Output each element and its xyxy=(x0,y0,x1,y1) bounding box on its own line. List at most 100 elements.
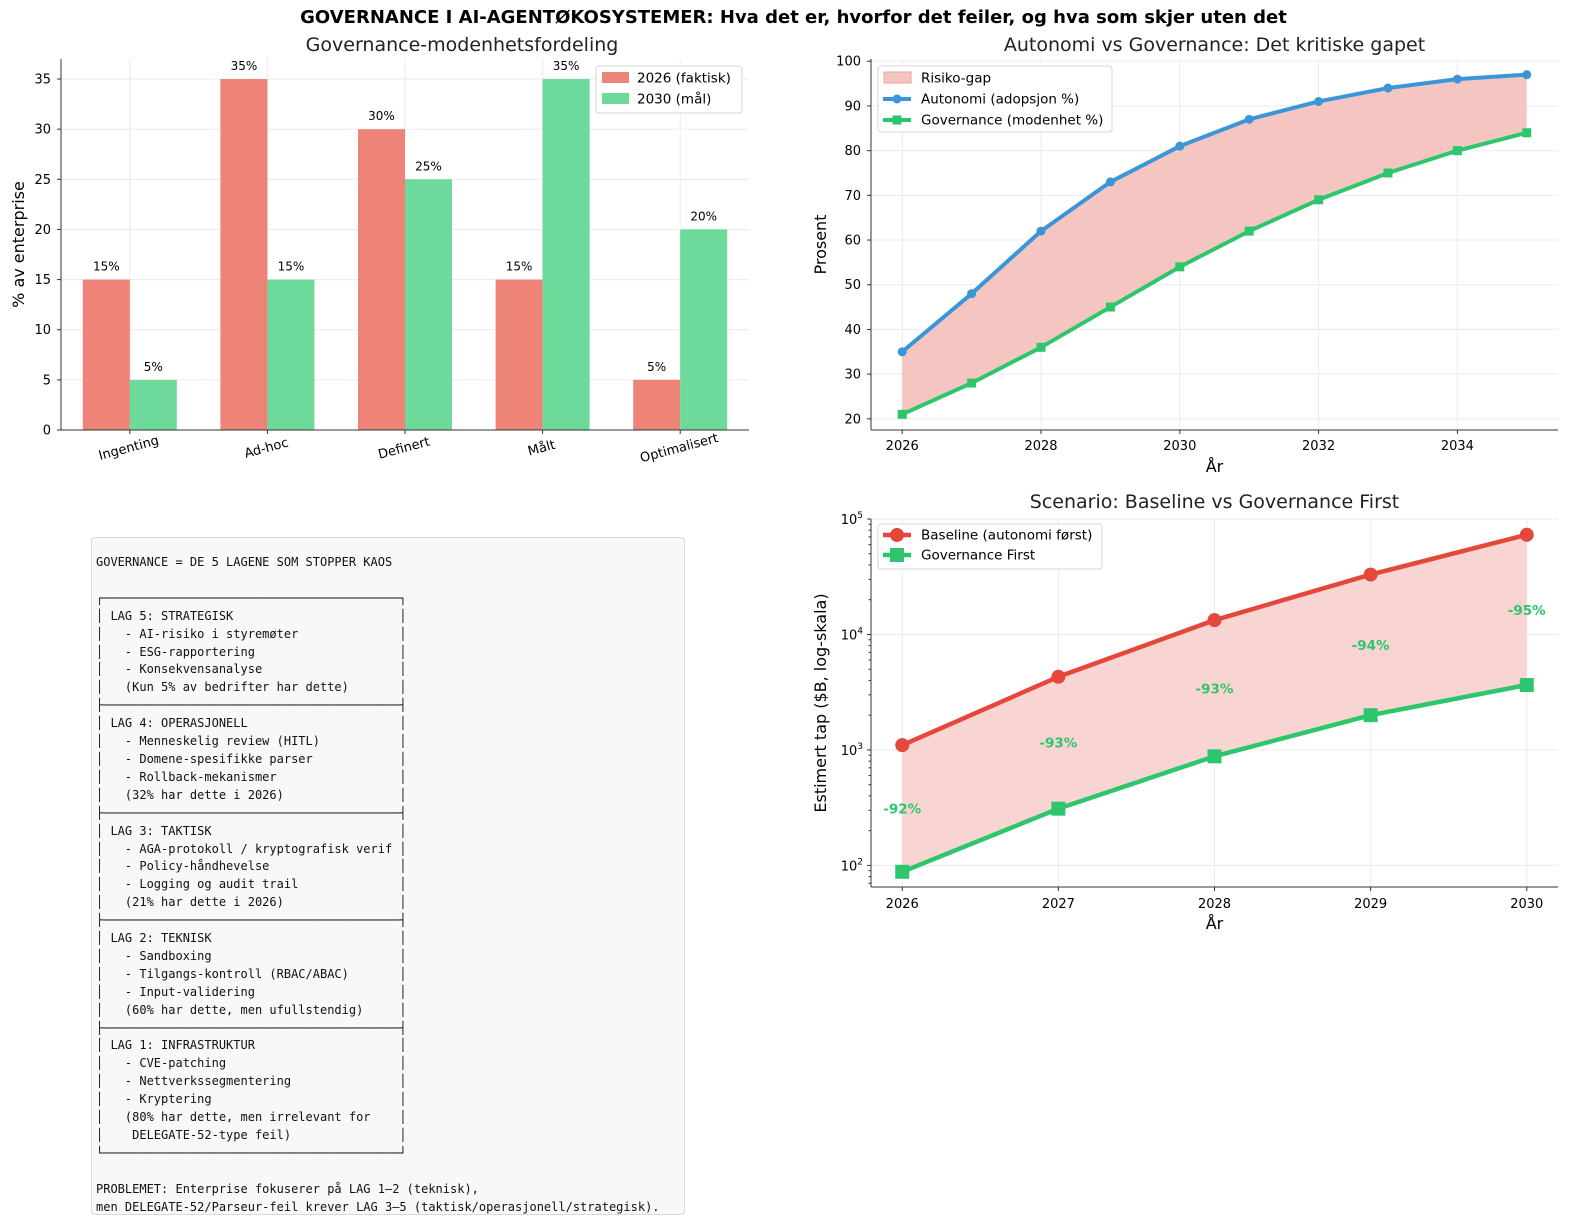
data-point xyxy=(1363,708,1378,723)
x-tick-label: 2029 xyxy=(1354,897,1387,912)
data-point xyxy=(1207,613,1222,628)
data-point xyxy=(967,289,977,299)
legend-marker xyxy=(892,94,902,104)
y-tick-label: 30 xyxy=(34,123,51,138)
legend-swatch xyxy=(883,71,912,84)
data-point xyxy=(1452,74,1462,84)
data-point xyxy=(1314,96,1324,106)
data-point xyxy=(1175,141,1185,151)
series-line xyxy=(900,72,1527,354)
series-line xyxy=(901,130,1528,417)
x-tick-label: 2030 xyxy=(1510,897,1543,912)
governance-layers-text: GOVERNANCE = DE 5 LAGENE SOM STOPPER KAO… xyxy=(96,555,660,1214)
data-point xyxy=(1105,302,1115,312)
y-tick-label: 50 xyxy=(844,278,861,293)
data-point xyxy=(1244,114,1254,124)
bar-value-label: 25% xyxy=(415,159,442,173)
data-point xyxy=(1244,226,1254,236)
y-tick-label: 60 xyxy=(844,234,861,249)
y-tick-label: 102 xyxy=(841,857,863,874)
data-point xyxy=(1363,567,1378,582)
legend-marker xyxy=(890,528,904,542)
legend-swatch xyxy=(602,72,629,83)
data-point xyxy=(895,864,910,879)
bar-value-label: 20% xyxy=(690,209,717,223)
data-point xyxy=(1051,801,1066,816)
bar-value-label: 15% xyxy=(506,260,533,274)
data-point xyxy=(967,378,977,388)
legend-box xyxy=(595,65,743,114)
bar-value-label: 5% xyxy=(144,360,163,374)
bar xyxy=(220,79,268,431)
bar xyxy=(267,279,315,430)
data-point xyxy=(1522,70,1532,80)
legend-marker xyxy=(890,548,904,562)
bar-value-label: 35% xyxy=(553,59,580,73)
data-point xyxy=(1105,177,1115,187)
chart-title: Autonomi vs Governance: Det kritiske gap… xyxy=(1004,34,1425,56)
governance-layers-panel: GOVERNANCE = DE 5 LAGENE SOM STOPPER KAO… xyxy=(91,537,685,1215)
bar xyxy=(405,179,452,430)
y-tick-label: 100 xyxy=(836,55,861,70)
legend: Baseline (autonomi først) Governance Firs… xyxy=(877,523,1103,570)
bar-value-label: 15% xyxy=(278,260,305,274)
x-tick-label: 2027 xyxy=(1042,897,1075,912)
y-tick-label: 105 xyxy=(841,511,863,528)
data-point xyxy=(1207,749,1222,764)
data-point xyxy=(1036,342,1046,352)
x-tick-label: 2026 xyxy=(886,439,919,454)
x-tick-label: 2032 xyxy=(1302,439,1335,454)
y-tick-label: 0 xyxy=(43,424,51,439)
x-tick-label: 2034 xyxy=(1441,439,1474,454)
data-point xyxy=(1314,195,1324,205)
data-point xyxy=(1519,527,1534,542)
bar xyxy=(358,129,405,430)
reduction-annotation: -92% xyxy=(883,801,921,817)
legend-swatch xyxy=(602,93,629,104)
data-point xyxy=(897,347,907,357)
bar xyxy=(495,279,543,430)
reduction-annotation: -94% xyxy=(1352,638,1390,654)
legend-label: Baseline (autonomi først) xyxy=(921,528,1092,544)
bar-value-label: 15% xyxy=(93,260,120,274)
legend-label: 2026 (faktisk) xyxy=(637,71,731,87)
data-point xyxy=(1522,128,1532,138)
data-point xyxy=(1175,262,1185,272)
y-tick-label: 5 xyxy=(43,373,51,388)
y-tick-label: 25 xyxy=(34,173,51,188)
chart-title: Scenario: Baseline vs Governance First xyxy=(1030,491,1399,513)
x-axis-label: År xyxy=(1206,914,1224,933)
bar xyxy=(542,79,590,431)
y-tick-label: 40 xyxy=(844,323,861,338)
data-point xyxy=(895,738,910,753)
y-tick-label: 30 xyxy=(844,368,861,383)
legend: Risiko-gap Autonomi (adopsjon %) Governanc… xyxy=(877,65,1113,133)
figure-title: GOVERNANCE I AI-AGENTØKOSYSTEMER: Hva de… xyxy=(300,7,1287,28)
x-tick-label: 2026 xyxy=(886,897,919,912)
legend: 2026 (faktisk) 2030 (mål) xyxy=(595,65,743,114)
legend-marker xyxy=(892,115,902,125)
legend-label: Risiko-gap xyxy=(921,71,991,87)
y-tick-label: 90 xyxy=(844,99,861,114)
x-axis-label: År xyxy=(1206,457,1224,476)
bar-value-label: 35% xyxy=(231,59,258,73)
y-axis-label: Estimert tap ($B, log-skala) xyxy=(811,593,830,812)
x-tick-label: 2030 xyxy=(1163,439,1196,454)
chart-title: Governance-modenhetsfordeling xyxy=(306,34,619,56)
y-tick-label: 35 xyxy=(34,73,51,88)
bar-value-label: 5% xyxy=(647,360,666,374)
y-tick-label: 15 xyxy=(34,273,51,288)
data-point xyxy=(897,409,907,419)
bar xyxy=(129,379,177,430)
x-tick-label: 2028 xyxy=(1024,439,1057,454)
data-point xyxy=(1452,146,1462,156)
data-point xyxy=(1383,168,1393,178)
legend-box xyxy=(877,523,1103,570)
data-point xyxy=(1051,669,1066,684)
bar xyxy=(82,279,130,430)
y-tick-label: 103 xyxy=(841,742,863,759)
reduction-annotation: -93% xyxy=(1039,736,1077,752)
data-point xyxy=(1383,83,1393,93)
y-axis-label: Prosent xyxy=(811,215,830,275)
